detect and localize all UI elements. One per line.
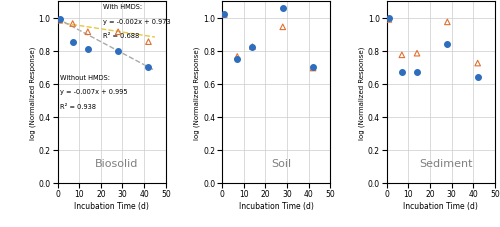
Text: y = -0.007x + 0.995: y = -0.007x + 0.995 — [60, 89, 128, 95]
Point — [278, 7, 286, 11]
Text: Biosolid: Biosolid — [96, 158, 138, 168]
Point — [56, 19, 64, 23]
Point — [56, 19, 64, 22]
Text: Soil: Soil — [272, 158, 291, 168]
Point — [385, 19, 393, 22]
X-axis label: Incubation Time (d): Incubation Time (d) — [404, 201, 478, 210]
Point — [220, 14, 228, 17]
Point — [398, 71, 406, 75]
Text: Without HMDS:: Without HMDS: — [60, 74, 110, 80]
Point — [385, 17, 393, 20]
Text: With HMDS:: With HMDS: — [103, 4, 142, 10]
Y-axis label: log (Normalized Response): log (Normalized Response) — [29, 46, 35, 139]
Y-axis label: log (Normalized Response): log (Normalized Response) — [358, 46, 365, 139]
Text: Sediment: Sediment — [420, 158, 473, 168]
Point — [413, 52, 421, 56]
Point — [220, 14, 228, 17]
Text: R² = 0.938: R² = 0.938 — [60, 103, 96, 109]
Point — [413, 71, 421, 75]
X-axis label: Incubation Time (d): Incubation Time (d) — [74, 201, 149, 210]
Point — [444, 43, 452, 47]
Point — [144, 66, 152, 70]
Point — [248, 46, 256, 50]
Point — [114, 50, 122, 53]
Point — [114, 31, 122, 35]
Point — [248, 46, 256, 49]
Point — [68, 23, 76, 26]
Point — [474, 76, 482, 79]
Point — [444, 21, 452, 25]
Y-axis label: log (Normalized Response): log (Normalized Response) — [194, 46, 200, 139]
Text: y = -0.002x + 0.973: y = -0.002x + 0.973 — [103, 19, 170, 25]
Point — [278, 26, 286, 30]
X-axis label: Incubation Time (d): Incubation Time (d) — [239, 201, 314, 210]
Point — [84, 31, 92, 35]
Point — [144, 41, 152, 44]
Point — [474, 62, 482, 66]
Point — [309, 67, 317, 71]
Point — [234, 58, 241, 62]
Point — [68, 42, 76, 45]
Text: R² = 0.688: R² = 0.688 — [103, 33, 139, 39]
Point — [84, 48, 92, 52]
Point — [234, 55, 241, 59]
Point — [309, 66, 317, 70]
Point — [398, 54, 406, 57]
